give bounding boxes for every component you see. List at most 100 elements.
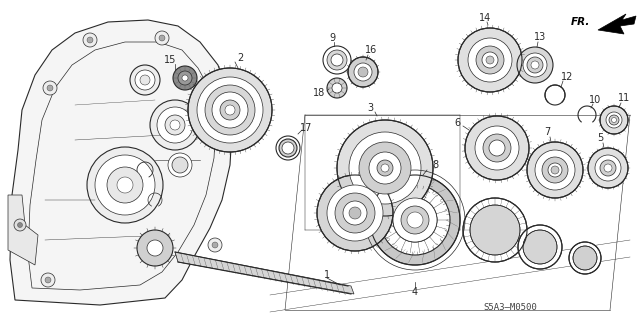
Circle shape (165, 115, 185, 135)
Circle shape (604, 164, 612, 172)
Text: 7: 7 (544, 127, 550, 137)
Circle shape (182, 75, 188, 81)
Circle shape (331, 54, 343, 66)
Circle shape (595, 155, 621, 181)
Text: 4: 4 (412, 287, 418, 297)
Circle shape (168, 153, 192, 177)
Circle shape (170, 120, 180, 130)
Circle shape (178, 71, 192, 85)
Circle shape (159, 35, 165, 41)
Circle shape (155, 31, 169, 45)
Circle shape (482, 52, 498, 68)
Circle shape (212, 242, 218, 248)
Text: 12: 12 (561, 72, 573, 82)
Circle shape (87, 147, 163, 223)
Circle shape (527, 57, 543, 73)
Circle shape (527, 142, 583, 198)
Circle shape (535, 150, 575, 190)
Circle shape (95, 155, 155, 215)
Circle shape (483, 134, 511, 162)
Text: 11: 11 (618, 93, 630, 103)
Text: 13: 13 (534, 32, 546, 42)
Circle shape (359, 142, 411, 194)
Text: 5: 5 (597, 133, 603, 143)
Circle shape (327, 185, 383, 241)
Circle shape (208, 238, 222, 252)
Circle shape (358, 67, 368, 77)
Circle shape (354, 63, 372, 81)
Circle shape (606, 112, 622, 128)
Circle shape (173, 66, 197, 90)
Circle shape (130, 65, 160, 95)
Circle shape (335, 193, 375, 233)
Circle shape (377, 160, 393, 176)
Circle shape (458, 28, 522, 92)
Text: 9: 9 (329, 33, 335, 43)
Circle shape (327, 78, 347, 98)
Circle shape (468, 38, 512, 82)
Circle shape (407, 212, 423, 228)
Text: 8: 8 (432, 160, 438, 170)
Circle shape (548, 163, 562, 177)
Circle shape (551, 166, 559, 174)
Circle shape (47, 85, 53, 91)
Circle shape (137, 230, 173, 266)
Circle shape (279, 139, 297, 157)
Circle shape (569, 242, 601, 274)
Text: 2: 2 (237, 53, 243, 63)
Text: 6: 6 (454, 118, 460, 128)
Circle shape (276, 136, 300, 160)
Circle shape (588, 148, 628, 188)
Circle shape (523, 230, 557, 264)
Circle shape (470, 205, 520, 255)
Circle shape (150, 100, 200, 150)
Circle shape (600, 160, 616, 176)
Text: 16: 16 (365, 45, 377, 55)
Text: 3: 3 (367, 103, 373, 113)
Circle shape (203, 98, 217, 112)
Circle shape (282, 142, 294, 154)
Circle shape (349, 132, 421, 204)
Circle shape (87, 37, 93, 43)
Text: 1: 1 (324, 270, 330, 280)
Circle shape (225, 105, 235, 115)
Circle shape (337, 120, 433, 216)
Circle shape (317, 175, 393, 251)
Circle shape (327, 50, 347, 70)
Circle shape (542, 157, 568, 183)
Circle shape (531, 61, 539, 69)
Circle shape (332, 83, 342, 93)
Circle shape (188, 68, 272, 152)
Text: FR.: FR. (571, 17, 590, 27)
Text: 15: 15 (164, 55, 176, 65)
Circle shape (401, 206, 429, 234)
Circle shape (14, 219, 26, 231)
Circle shape (41, 273, 55, 287)
Text: 14: 14 (479, 13, 491, 23)
Circle shape (393, 198, 437, 242)
Circle shape (380, 185, 450, 255)
Circle shape (45, 277, 51, 283)
Text: S5A3—M0500: S5A3—M0500 (483, 303, 537, 313)
Circle shape (600, 106, 628, 134)
Circle shape (207, 102, 213, 108)
Circle shape (381, 164, 389, 172)
Circle shape (83, 33, 97, 47)
Circle shape (382, 187, 448, 253)
Circle shape (147, 240, 163, 256)
Circle shape (393, 198, 437, 242)
Circle shape (172, 157, 188, 173)
Circle shape (349, 207, 361, 219)
Circle shape (157, 107, 193, 143)
Circle shape (465, 116, 529, 180)
Circle shape (523, 53, 547, 77)
Circle shape (463, 198, 527, 262)
Circle shape (323, 46, 351, 74)
Circle shape (486, 56, 494, 64)
Polygon shape (10, 20, 232, 305)
Circle shape (489, 140, 505, 156)
Circle shape (370, 175, 460, 265)
Circle shape (212, 92, 248, 128)
Circle shape (518, 225, 562, 269)
Circle shape (573, 246, 597, 270)
